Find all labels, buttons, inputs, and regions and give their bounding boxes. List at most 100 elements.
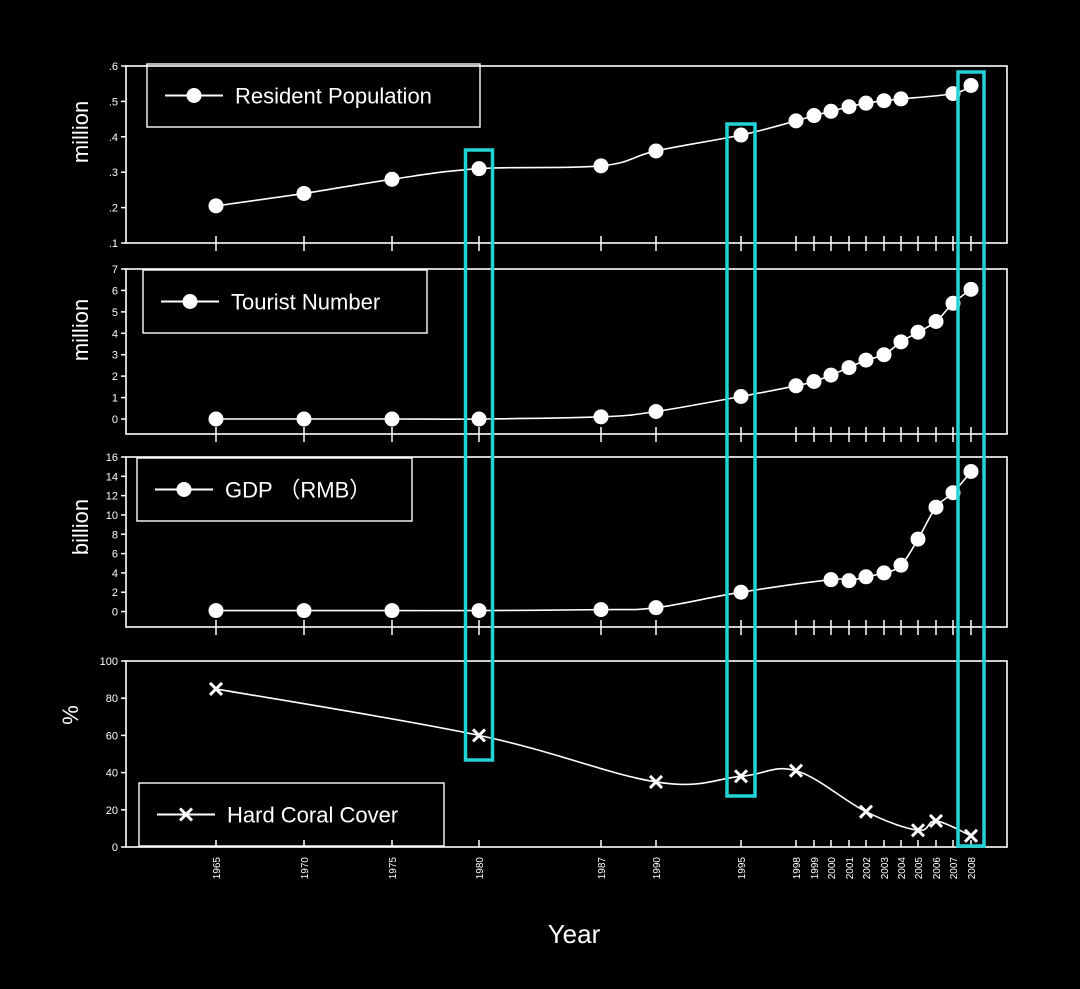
y-tick-label: .4 xyxy=(109,132,118,144)
data-point xyxy=(208,198,224,214)
data-point xyxy=(806,374,822,389)
legend-marker xyxy=(186,88,202,103)
data-point xyxy=(296,185,312,201)
data-point xyxy=(910,531,926,547)
y-tick-label: 20 xyxy=(106,805,118,817)
highlight-box-1995 xyxy=(725,122,757,798)
y-tick-label: 10 xyxy=(106,510,118,522)
y-tick-label: 8 xyxy=(112,529,118,541)
data-point xyxy=(841,99,857,115)
data-point xyxy=(593,158,609,174)
data-point xyxy=(648,774,664,789)
y-tick-label: 2 xyxy=(112,587,118,599)
y-axis-label: million xyxy=(68,101,93,163)
y-tick-label: 0 xyxy=(112,607,118,619)
data-point xyxy=(876,565,892,581)
highlight-box-2008 xyxy=(956,70,986,848)
data-point xyxy=(893,334,909,350)
data-point xyxy=(876,93,892,109)
data-point xyxy=(806,108,822,124)
data-point xyxy=(208,681,224,696)
data-point xyxy=(384,603,400,619)
y-tick-label: 60 xyxy=(106,730,118,742)
highlight-box-1980 xyxy=(463,148,495,762)
legend-label: Hard Coral Cover xyxy=(227,803,398,828)
data-point xyxy=(841,573,857,589)
x-tick-label: 1980 xyxy=(475,857,486,880)
y-tick-label: 6 xyxy=(112,285,118,297)
x-tick-label: 1970 xyxy=(300,857,311,880)
data-point xyxy=(963,463,979,479)
y-tick-label: 2 xyxy=(112,371,118,383)
y-axis-label: million xyxy=(68,299,93,361)
y-tick-label: 0 xyxy=(112,842,118,854)
data-point xyxy=(648,600,664,616)
data-point xyxy=(593,409,609,425)
x-tick-label: 2004 xyxy=(897,857,908,880)
y-tick-label: 3 xyxy=(112,350,118,362)
data-point xyxy=(928,813,944,829)
x-tick-label: 1965 xyxy=(212,857,223,880)
data-point xyxy=(648,143,664,159)
data-point xyxy=(858,352,874,368)
data-point xyxy=(471,728,487,743)
y-tick-label: 0 xyxy=(112,414,118,426)
x-tick-label: 1987 xyxy=(597,857,608,880)
data-point xyxy=(296,411,312,427)
data-point xyxy=(733,389,749,404)
legend-box xyxy=(138,782,445,847)
panel-frame xyxy=(125,268,1008,435)
legend-marker xyxy=(182,294,198,309)
y-tick-label: 40 xyxy=(106,768,118,780)
data-point xyxy=(910,324,926,340)
data-point xyxy=(823,572,839,588)
x-tick-label: 2008 xyxy=(967,857,978,880)
legend-box xyxy=(146,63,481,128)
data-point xyxy=(593,602,609,618)
highlight-boxes xyxy=(463,70,986,848)
legend-label: Resident Population xyxy=(235,84,432,109)
x-axis-title: Year xyxy=(548,919,601,949)
legend-label: GDP （RMB） xyxy=(225,478,371,503)
x-tick-label: 2001 xyxy=(845,857,856,880)
x-tick-label: 1995 xyxy=(737,857,748,880)
data-point xyxy=(788,113,804,129)
panel-tourist: 0 1 2 3 4 5 6 7 million Tourist Number xyxy=(68,264,1008,442)
data-point xyxy=(823,103,839,119)
y-tick-label: .1 xyxy=(109,238,118,250)
data-point xyxy=(963,281,979,297)
y-tick-label: 80 xyxy=(106,693,118,705)
data-point xyxy=(876,347,892,363)
panel-frame xyxy=(125,660,1008,848)
data-point xyxy=(788,763,804,778)
data-point xyxy=(963,828,979,843)
y-axis-label: % xyxy=(58,705,83,725)
data-point xyxy=(858,569,874,585)
data-point xyxy=(733,769,749,784)
y-tick-label: 14 xyxy=(106,471,118,483)
y-tick-label: 7 xyxy=(112,264,118,276)
data-point xyxy=(893,91,909,107)
data-point xyxy=(471,411,487,427)
y-tick-label: 1 xyxy=(112,393,118,405)
x-tick-label: 2005 xyxy=(914,857,925,880)
data-point xyxy=(384,411,400,427)
y-tick-label: 5 xyxy=(112,307,118,319)
data-point xyxy=(471,161,487,177)
y-tick-label: 100 xyxy=(100,656,118,668)
data-point xyxy=(471,603,487,619)
data-point xyxy=(733,127,749,143)
data-point xyxy=(823,367,839,383)
panel-frame xyxy=(125,456,1008,628)
x-tick-label: 1990 xyxy=(652,857,663,880)
data-point xyxy=(928,314,944,329)
data-point xyxy=(733,584,749,600)
data-point xyxy=(384,171,400,187)
x-tick-label: 2007 xyxy=(949,857,960,880)
legend-label: Tourist Number xyxy=(231,290,380,315)
y-tick-label: 4 xyxy=(112,328,118,340)
data-point xyxy=(296,603,312,619)
legend-box xyxy=(136,457,413,522)
y-tick-label: 12 xyxy=(106,491,118,503)
